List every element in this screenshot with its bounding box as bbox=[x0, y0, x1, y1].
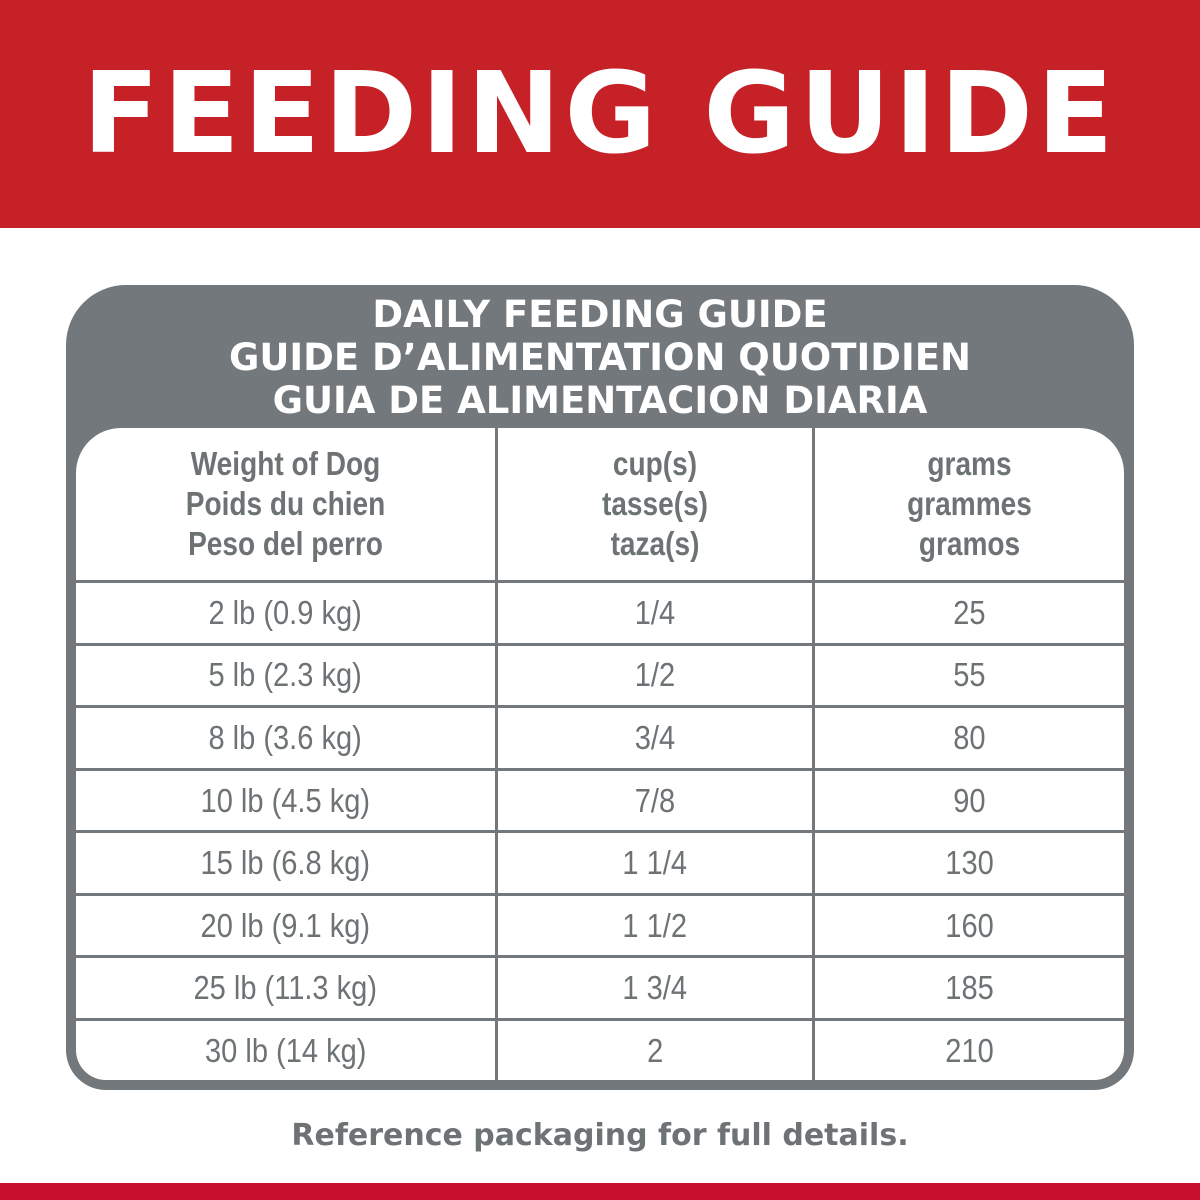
grams-cell: 25 bbox=[812, 580, 1124, 646]
panel-title-fr: GUIDE D’ALIMENTATION QUOTIDIEN bbox=[229, 336, 971, 379]
table-row: 5 lb (2.3 kg) 1/2 55 bbox=[76, 642, 1124, 709]
cups-cell: 7/8 bbox=[495, 767, 815, 834]
grams-cell: 80 bbox=[812, 705, 1124, 771]
weight-cell: 25 lb (11.3 kg) bbox=[76, 955, 498, 1022]
panel-titles: DAILY FEEDING GUIDE GUIDE D’ALIMENTATION… bbox=[66, 293, 1134, 422]
table-row: 2 lb (0.9 kg) 1/4 25 bbox=[76, 580, 1124, 646]
table-row: 25 lb (11.3 kg) 1 3/4 185 bbox=[76, 955, 1124, 1022]
table-header-row: Weight of Dog Poids du chien Peso del perr… bbox=[76, 428, 1124, 583]
grams-cell: 130 bbox=[812, 830, 1124, 896]
weight-cell: 20 lb (9.1 kg) bbox=[76, 892, 498, 959]
reference-note: Reference packaging for full details. bbox=[291, 1118, 909, 1153]
feeding-table-container: Weight of Dog Poids du chien Peso del perr… bbox=[76, 428, 1124, 1080]
banner: FEEDING GUIDE bbox=[0, 0, 1200, 228]
panel-title-en: DAILY FEEDING GUIDE bbox=[372, 293, 828, 336]
grams-cell: 185 bbox=[812, 955, 1124, 1022]
cups-cell: 3/4 bbox=[495, 705, 815, 771]
header-grams: grams grammes gramos bbox=[812, 428, 1124, 583]
grams-cell: 210 bbox=[812, 1018, 1124, 1080]
grams-cell: 55 bbox=[812, 642, 1124, 709]
feeding-guide-panel: DAILY FEEDING GUIDE GUIDE D’ALIMENTATION… bbox=[66, 285, 1134, 1090]
table-row: 8 lb (3.6 kg) 3/4 80 bbox=[76, 705, 1124, 771]
table-row: 20 lb (9.1 kg) 1 1/2 160 bbox=[76, 892, 1124, 959]
weight-cell: 10 lb (4.5 kg) bbox=[76, 767, 498, 834]
weight-cell: 2 lb (0.9 kg) bbox=[76, 580, 498, 646]
weight-cell: 15 lb (6.8 kg) bbox=[76, 830, 498, 896]
cups-cell: 1 1/4 bbox=[495, 830, 815, 896]
cups-cell: 1 3/4 bbox=[495, 955, 815, 1022]
table-row: 15 lb (6.8 kg) 1 1/4 130 bbox=[76, 830, 1124, 896]
panel-title-es: GUIA DE ALIMENTACION DIARIA bbox=[272, 379, 928, 422]
weight-cell: 30 lb (14 kg) bbox=[76, 1018, 498, 1080]
weight-cell: 5 lb (2.3 kg) bbox=[76, 642, 498, 709]
cups-cell: 1 1/2 bbox=[495, 892, 815, 959]
table-row: 10 lb (4.5 kg) 7/8 90 bbox=[76, 767, 1124, 834]
page-title: FEEDING GUIDE bbox=[82, 49, 1118, 179]
cups-cell: 2 bbox=[495, 1018, 815, 1080]
cups-cell: 1/4 bbox=[495, 580, 815, 646]
grams-cell: 160 bbox=[812, 892, 1124, 959]
grams-cell: 90 bbox=[812, 767, 1124, 834]
cups-cell: 1/2 bbox=[495, 642, 815, 709]
weight-cell: 8 lb (3.6 kg) bbox=[76, 705, 498, 771]
table-row: 30 lb (14 kg) 2 210 bbox=[76, 1018, 1124, 1080]
bottom-stripe bbox=[0, 1183, 1200, 1200]
feeding-table: Weight of Dog Poids du chien Peso del perr… bbox=[76, 428, 1124, 1080]
header-cups: cup(s) tasse(s) taza(s) bbox=[495, 428, 815, 583]
header-weight: Weight of Dog Poids du chien Peso del perr… bbox=[76, 428, 498, 583]
